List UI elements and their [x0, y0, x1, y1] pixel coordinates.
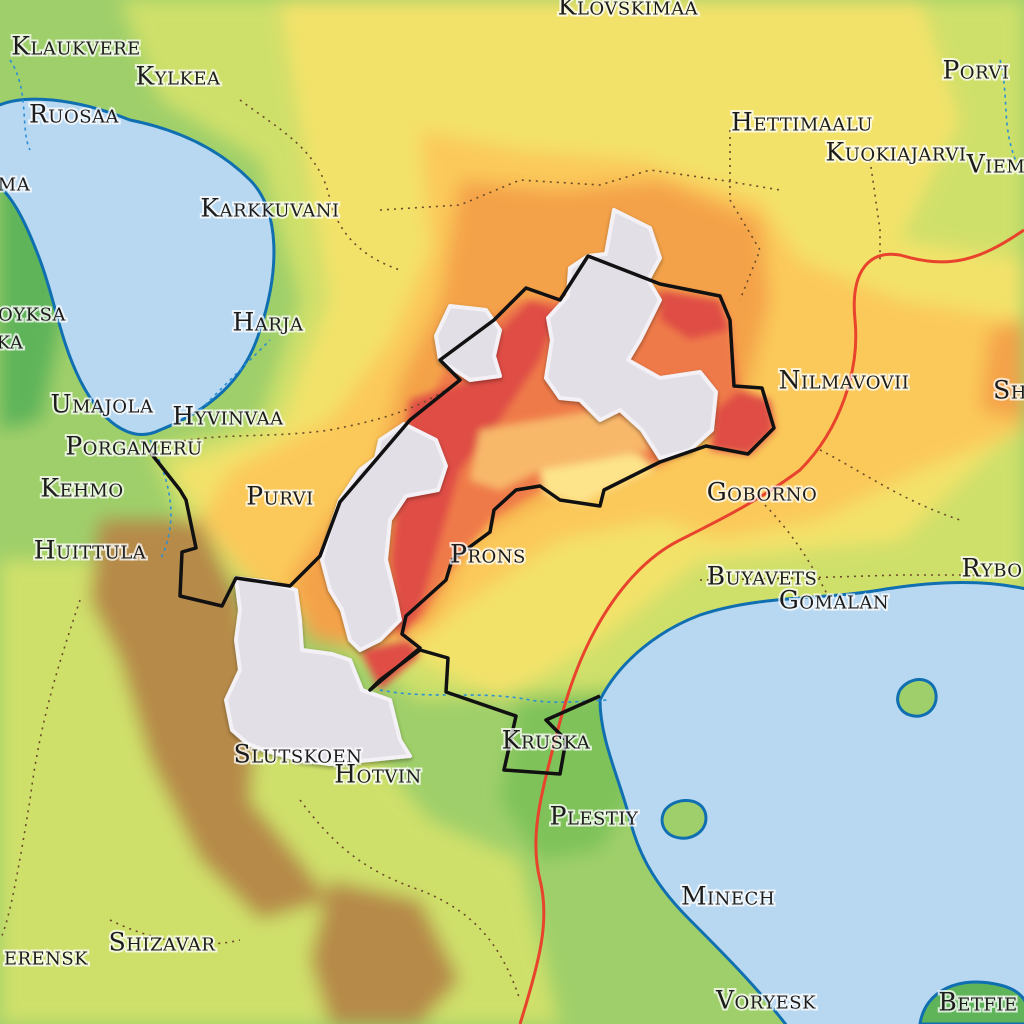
place-label-prons: Prons	[450, 540, 526, 569]
place-label-hettimaalu: Hettimaalu	[731, 108, 873, 137]
trail-5	[699, 574, 1000, 581]
trail-9	[869, 159, 881, 260]
place-label-nilmavovii: Nilmavovii	[779, 366, 910, 395]
place-label-umajola: Umajola	[51, 390, 154, 419]
place-label-ka: ka	[0, 326, 24, 355]
mountain-3	[320, 422, 448, 652]
river-2	[149, 439, 172, 561]
place-label-viem: Viem	[966, 150, 1024, 179]
place-label-ma: ma	[0, 168, 31, 197]
island-corner	[918, 980, 1024, 1024]
territory-border	[148, 254, 776, 776]
terrain-ridge-4	[360, 640, 420, 690]
place-label-huittula: Huittula	[34, 536, 147, 565]
place-label-porgameru: Porgameru	[65, 432, 202, 461]
place-label-plestiy: Plestiy	[550, 802, 639, 831]
place-label-shizavar: Shizavar	[109, 928, 216, 957]
place-label-karkkuvani: Karkkuvani	[200, 194, 339, 223]
mountain-layer	[224, 208, 718, 766]
place-label-minech: Minech	[681, 882, 775, 911]
terrain-badland-south	[310, 880, 460, 1024]
path-layer	[0, 99, 1000, 1001]
place-label-klaukvere: Klaukvere	[11, 32, 141, 61]
trail-8	[109, 919, 241, 945]
island-east	[896, 678, 938, 718]
place-label-rybo: Rybo	[961, 554, 1022, 583]
water-layer	[0, 97, 1024, 1024]
river-5	[999, 59, 1021, 171]
place-label-slutskoen: Slutskoen	[234, 740, 363, 769]
place-label-kuokiajarvi: Kuokiajarvi	[826, 138, 967, 167]
island-south	[660, 799, 708, 840]
place-label-gomalan: Gomalan	[779, 586, 889, 615]
place-label-harja: Harja	[232, 308, 304, 337]
terrain-ridge-3	[710, 390, 775, 455]
mountain-1	[544, 208, 718, 460]
trail-3	[729, 130, 761, 301]
terrain-light-hills	[470, 410, 650, 490]
terrain-badland	[90, 520, 330, 920]
place-label-goborno: Goborno	[707, 478, 818, 507]
mountain-4	[224, 576, 412, 766]
trail-2	[379, 169, 781, 211]
trail-10	[819, 449, 961, 521]
place-label-sh: Sh	[993, 376, 1024, 405]
place-label-voryesk: Voryesk	[715, 986, 816, 1015]
place-label-klovskimaa: Klovskimaa	[558, 0, 699, 21]
place-label-erensk: erensk	[4, 942, 88, 971]
place-label-buyavets: Buyavets	[707, 562, 818, 591]
terrain-ridge-1	[390, 300, 560, 640]
road-layer	[518, 228, 1024, 1024]
place-label-porvi: Porvi	[942, 56, 1009, 85]
terrain-ridge-2	[660, 290, 730, 340]
lake-north-west	[0, 97, 276, 436]
trail-6	[0, 599, 81, 941]
place-label-purvi: Purvi	[246, 482, 314, 511]
place-label-kehmo: Kehmo	[40, 474, 123, 503]
place-label-kruska: Kruska	[502, 726, 591, 755]
river-1	[9, 59, 31, 151]
place-label-oyksa: oyksa	[0, 298, 66, 327]
mountain-2	[434, 304, 502, 382]
terrain-hills-east	[980, 320, 1024, 420]
place-label-hotvin: Hotvin	[334, 760, 421, 789]
place-label-hyvinvaa: Hyvinvaa	[172, 402, 284, 431]
place-label-kylkea: Kylkea	[135, 62, 221, 91]
road-main	[518, 228, 1024, 1024]
place-label-ruosaa: Ruosaa	[29, 100, 120, 129]
place-label-betfie: Betfie	[938, 988, 1017, 1017]
